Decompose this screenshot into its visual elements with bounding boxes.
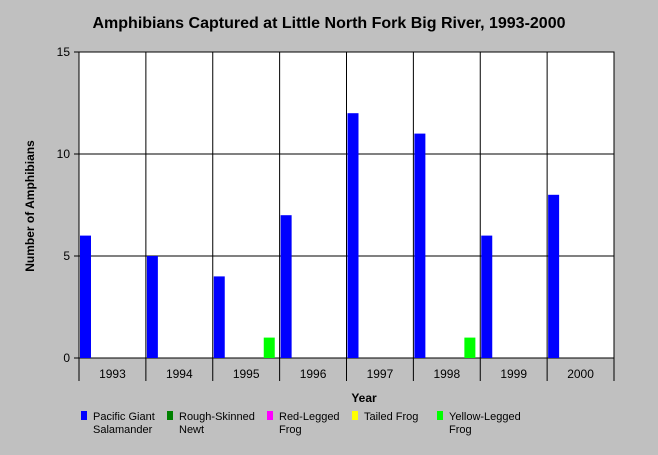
x-tick-label: 1998 (433, 367, 460, 381)
bar (146, 256, 158, 358)
legend-label: Pacific Giant (93, 411, 155, 423)
bar (347, 113, 359, 358)
bar (548, 194, 560, 358)
legend-label: Newt (179, 424, 204, 436)
gridlines (79, 51, 614, 359)
legend-swatch (352, 411, 358, 420)
x-tick-label: 1995 (233, 367, 260, 381)
chart-title: Amphibians Captured at Little North Fork… (93, 15, 566, 32)
x-tick-label: 2000 (567, 367, 594, 381)
legend-label: Rough-Skinned (179, 411, 255, 423)
legend-label: Frog (449, 424, 472, 436)
legend-swatch (437, 411, 443, 420)
x-tick-label: 1994 (166, 367, 193, 381)
y-tick-label: 0 (63, 351, 70, 365)
y-tick-label: 10 (57, 147, 71, 161)
y-tick-label: 5 (63, 249, 70, 263)
x-axis-title: Year (351, 391, 377, 405)
legend-label: Red-Legged (279, 411, 340, 423)
y-tick-label: 15 (57, 45, 71, 59)
legend-swatch (267, 411, 273, 420)
bar (213, 276, 225, 358)
x-tick-label: 1997 (367, 367, 394, 381)
bar (263, 337, 275, 358)
x-tick-label: 1993 (99, 367, 126, 381)
legend-label: Frog (279, 424, 302, 436)
bar (481, 235, 493, 358)
bar (80, 235, 91, 358)
x-tick-label: 1999 (500, 367, 527, 381)
bars (80, 113, 560, 358)
bar (280, 215, 292, 358)
legend-label: Tailed Frog (364, 411, 418, 423)
legend-swatch (81, 411, 87, 420)
legend-swatch (167, 411, 173, 420)
x-axis-ticks: 1993 1994 1995 1996 1997 1998 1999 2000 (78, 358, 615, 381)
y-axis-title: Number of Amphibians (23, 140, 37, 272)
bar (414, 133, 426, 358)
legend-label: Yellow-Legged (449, 411, 521, 423)
y-axis-ticks: 0 5 10 15 (57, 45, 79, 365)
x-tick-label: 1996 (300, 367, 327, 381)
legend-label: Salamander (93, 424, 153, 436)
bar (464, 337, 476, 358)
